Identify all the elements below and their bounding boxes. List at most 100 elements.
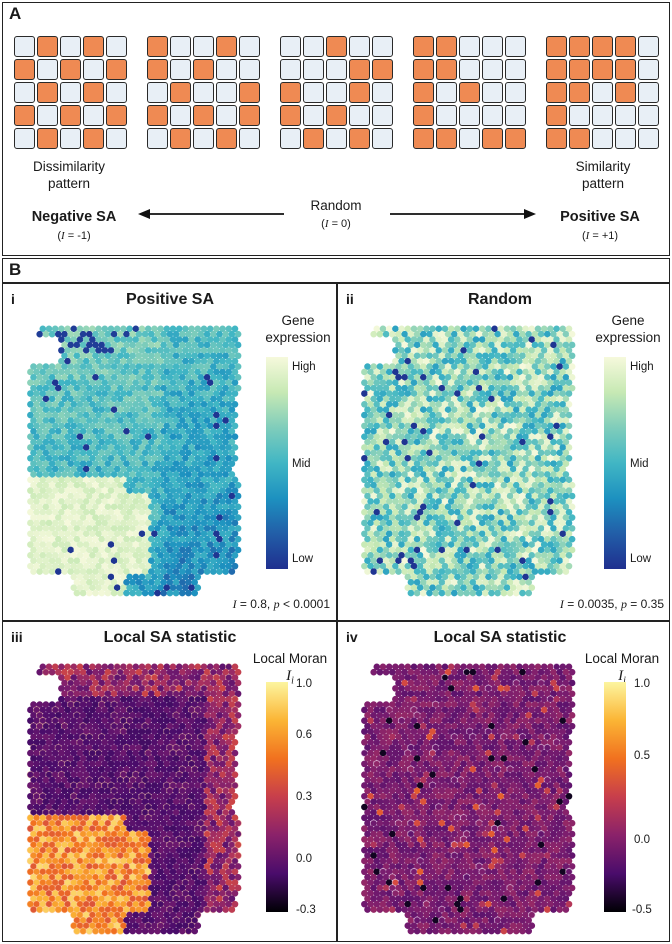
tissue-spot [126,573,133,581]
tissue-spot [132,584,140,591]
tissue-spot [129,460,136,467]
tissue-spot [225,411,233,419]
tissue-spot [51,444,59,451]
tissue-spot [135,471,143,478]
tissue-spot [79,471,87,478]
tissue-spot [33,368,40,376]
panel-a-letter: A [9,4,22,23]
tissue-spot [210,406,217,413]
tissue-spot [234,514,242,521]
tissue-spot [216,481,223,489]
tissue-spot [132,411,140,419]
tissue-spot [222,546,229,554]
tissue-spot [222,449,229,457]
tissue-spot [166,525,174,532]
tissue-spot [203,449,211,457]
tissue-spot [129,471,136,478]
tissue-spot [491,325,498,333]
tissue-spot [73,395,81,403]
tissue-spot [117,492,124,500]
grid-cell [170,59,191,80]
tissue-spot [86,471,93,478]
tissue-spot [404,336,412,343]
tissue-spot [45,379,53,387]
tissue-spot [135,535,143,543]
tissue-spot [117,471,124,478]
tissue-spot [138,476,146,484]
tissue-spot [138,336,146,343]
tissue-spot [172,449,180,457]
tissue-spot [67,514,74,521]
tissue-spot [169,519,177,527]
tissue-spot [188,498,195,505]
tissue-spot [48,557,56,565]
tissue-spot [200,476,208,484]
grid-cell [147,105,168,126]
tissue-spot [76,379,84,387]
tissue-spot [528,357,536,365]
tissue-spot [234,525,242,532]
tissue-spot [485,357,492,365]
tissue-spot [169,347,177,354]
tissue-spot [216,352,223,360]
tissue-spot [188,465,195,473]
tissue-spot [51,411,59,419]
tissue-spot [562,330,570,338]
tissue-spot [154,535,161,543]
tissue-spot [126,325,133,333]
tissue-spot [148,471,155,478]
tissue-spot [123,589,130,597]
tissue-spot [213,562,220,570]
grid-cell [216,82,237,103]
tissue-spot [531,341,539,349]
tissue-spot [550,330,557,338]
tissue-spot [537,341,545,349]
tissue-spot [98,471,105,478]
tissue-spot [179,568,186,575]
tissue-spot [228,471,236,478]
tissue-spot [395,341,402,349]
tissue-spot [219,444,226,451]
tissue-spot [29,905,38,914]
tissue-spot [395,363,402,370]
tissue-spot [191,492,198,500]
tissue-spot [82,422,90,430]
tissue-spot [222,535,229,543]
tissue-spot [36,503,43,511]
tissue-spot [188,390,195,397]
tissue-spot [200,530,208,538]
tissue-spot [95,454,102,462]
tissue-spot [169,476,177,484]
tissue-spot [135,514,143,521]
tissue-spot [117,417,124,424]
tissue-spot [113,347,121,354]
tissue-spot [163,357,171,365]
tissue-spot [129,589,136,597]
tissue-spot [488,589,495,597]
tissue-spot [55,384,62,392]
tissue-spot [151,573,158,581]
tissue-spot [157,465,164,473]
tissue-spot [194,508,202,516]
tissue-spot [225,347,233,354]
tissue-spot [222,503,229,511]
tissue-spot [135,363,143,370]
tissue-spot [188,347,195,354]
tissue-spot [154,330,161,338]
panel-b-horizontal-rule [2,620,670,622]
tissue-spot [92,427,99,435]
tissue-spot [179,438,186,446]
tissue-spot [39,325,47,333]
tissue-spot [154,927,161,935]
tissue-spot [166,546,174,554]
tissue-spot [151,325,158,333]
tissue-spot [497,347,505,354]
tissue-spot [92,535,99,543]
tissue-spot [135,406,143,413]
tissue-spot [48,568,56,575]
tissue-spot [420,363,427,370]
tissue-spot [506,330,514,338]
tissue-spot [113,433,121,440]
tissue-spot [547,357,554,365]
tissue-spot [478,357,486,365]
